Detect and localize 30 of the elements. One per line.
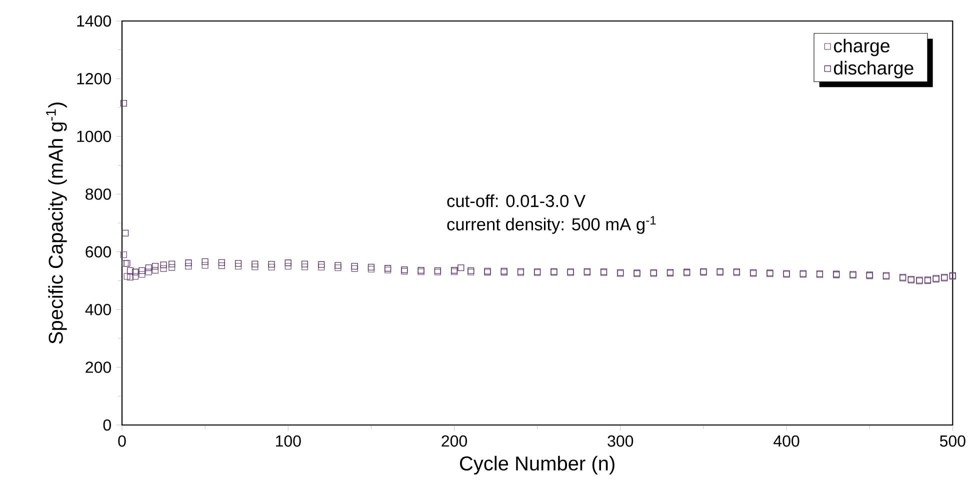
point [120,251,127,258]
y-tick-label: 0 [103,419,111,431]
point [127,274,134,281]
y-tick-label: 800 [86,188,111,200]
point [124,273,130,280]
y-tick-label: 200 [86,362,111,373]
x-tick-label: 400 [774,435,800,447]
annotation: current density: 500 mA g$^{-1}$ [447,216,656,234]
x-axis-title: Cycle Number (n) [460,456,614,474]
legend-label: discharge [834,60,914,78]
point [168,264,176,271]
point [138,271,146,278]
y-tick-label: 400 [85,304,111,316]
y-tick-label: 1400 [77,15,111,27]
y-axis-title: Specific Capacity (mAh g$^{-1}$) [46,102,67,344]
x-tick-label: 200 [442,435,467,447]
x-tick-label: 0 [118,435,126,447]
point [152,267,158,274]
y-tick-label: 1000 [77,130,111,142]
point [160,265,167,272]
annotation: cut-off: 0.01-3.0 V [447,194,586,208]
y-tick-label: 1200 [77,73,111,84]
point [132,273,139,280]
x-tick-label: 100 [276,435,301,447]
legend-label: charge [834,38,890,56]
x-tick-label: 500 [940,435,966,447]
x-tick-label: 300 [608,435,634,447]
point [145,268,152,276]
point [202,262,208,269]
y-tick-label: 600 [86,246,111,258]
